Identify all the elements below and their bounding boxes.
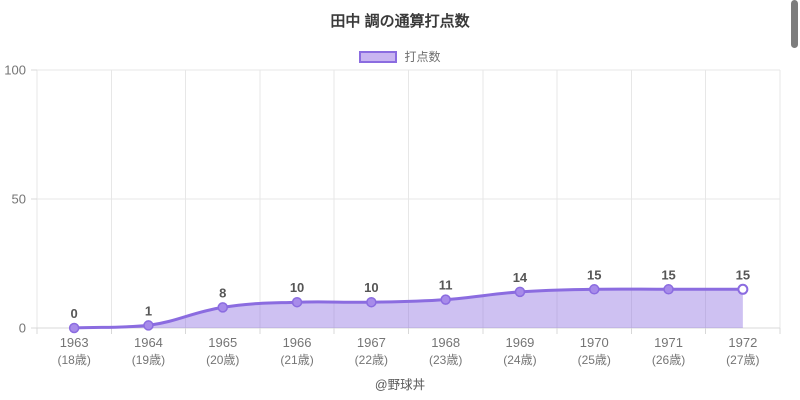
x-axis-age-label: (23歳) [429, 353, 462, 367]
x-axis-age-label: (25歳) [578, 353, 611, 367]
x-axis-age-label: (26歳) [652, 353, 685, 367]
x-axis-age-label: (18歳) [57, 353, 90, 367]
x-axis-year-label: 1967 [357, 335, 386, 350]
legend-swatch [359, 50, 398, 63]
value-label: 0 [71, 306, 78, 321]
x-axis-year-label: 1970 [580, 335, 609, 350]
x-axis-age-label: (20歳) [206, 353, 239, 367]
data-point[interactable] [217, 302, 228, 313]
x-axis-age-label: (19歳) [132, 353, 165, 367]
x-axis-year-label: 1972 [728, 335, 757, 350]
x-axis-age-label: (21歳) [280, 353, 313, 367]
series-line [72, 287, 745, 330]
chart-title: 田中 調の通算打点数 [330, 13, 470, 30]
value-label: 8 [219, 285, 226, 300]
x-axis-year-label: 1964 [134, 335, 163, 350]
value-label: 10 [364, 280, 378, 295]
data-point[interactable] [440, 294, 451, 305]
data-point[interactable] [737, 283, 749, 295]
value-label: 15 [661, 267, 675, 282]
x-axis-year-label: 1971 [654, 335, 683, 350]
legend-label: 打点数 [404, 50, 441, 64]
x-axis-year-label: 1966 [283, 335, 312, 350]
x-axis-year-label: 1963 [60, 335, 89, 350]
x-axis-year-label: 1968 [431, 335, 460, 350]
value-label: 14 [513, 270, 528, 285]
value-label: 11 [439, 278, 453, 293]
y-axis-tick-label: 50 [12, 192, 26, 207]
legend[interactable]: 打点数 [0, 48, 800, 65]
x-axis-age-label: (24歳) [503, 353, 536, 367]
scrollbar-thumb[interactable] [791, 0, 798, 48]
x-axis-age-label: (22歳) [355, 353, 388, 367]
data-point[interactable] [366, 296, 377, 308]
x-axis-age-label: (27歳) [726, 353, 759, 367]
data-point[interactable] [514, 286, 526, 298]
x-axis-year-label: 1969 [505, 335, 534, 350]
x-axis-year-label: 1965 [208, 335, 237, 350]
y-axis-tick-label: 0 [19, 321, 26, 336]
series-area-fill [74, 289, 743, 328]
value-label: 15 [736, 267, 750, 282]
value-label: 15 [587, 267, 601, 282]
data-point[interactable] [143, 320, 154, 331]
y-axis-tick-label: 100 [4, 63, 26, 78]
data-point[interactable] [68, 322, 80, 334]
data-point[interactable] [291, 296, 303, 308]
data-point[interactable] [589, 284, 600, 295]
value-label: 1 [145, 303, 152, 318]
watermark-credit: @野球丼 [374, 378, 426, 392]
value-label: 10 [290, 280, 304, 295]
data-point[interactable] [663, 284, 674, 295]
